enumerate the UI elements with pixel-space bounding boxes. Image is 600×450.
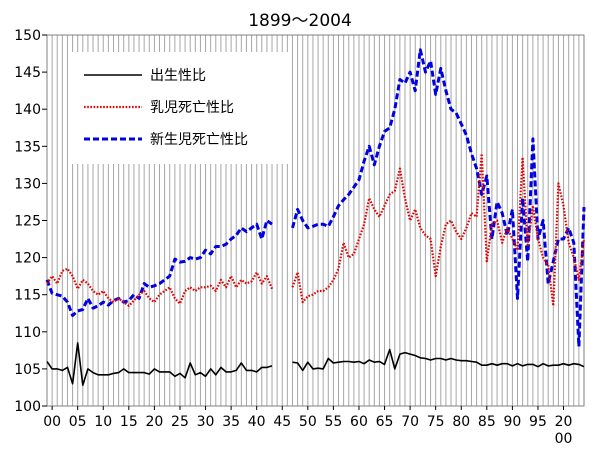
legend-box	[68, 52, 290, 164]
y-tick-label: 145	[14, 65, 41, 81]
y-tick-label: 110	[14, 325, 41, 341]
x-tick-label: 00	[43, 414, 61, 430]
series-2	[45, 48, 586, 349]
x-tick-label: 85	[478, 414, 496, 430]
x-tick-label: 60	[350, 414, 368, 430]
series-2-line-segment-0	[45, 219, 273, 317]
y-tick-label: 105	[14, 362, 41, 378]
x-tick-label: 75	[427, 414, 445, 430]
y-tick-label: 100	[14, 399, 41, 415]
x-tick-label: 20	[145, 414, 163, 430]
x-tick-label: 50	[299, 414, 317, 430]
chart-title: 1899～2004	[248, 11, 352, 31]
series-layer	[45, 48, 586, 386]
y-tick-label: 125	[14, 214, 41, 230]
series-1-line-segment-0	[46, 267, 274, 307]
x-tick-label: 40	[248, 414, 266, 430]
y-tick-label: 140	[14, 102, 41, 118]
series-0-line-segment-0	[46, 342, 273, 386]
legend-label: 乳児死亡性比	[150, 100, 234, 116]
x-axis: 00 05 10 15 20 25 30 35 40 45 50 55 60 65 70 75 80 85 90 95…	[43, 406, 572, 447]
series-0	[46, 342, 585, 386]
y-tick-label: 120	[14, 251, 41, 267]
x-tick-label: 15	[120, 414, 138, 430]
legend-label: 出生性比	[150, 68, 206, 84]
x-tick-label: 05	[69, 414, 87, 430]
x-tick-label: 70	[401, 414, 419, 430]
x-tick-label: 65	[376, 414, 394, 430]
legend-label: 新生児死亡性比	[150, 132, 248, 148]
series-0-line-segment-1	[292, 348, 585, 372]
y-tick-label: 130	[14, 176, 41, 192]
series-2-line-segment-1	[291, 48, 586, 349]
x-tick-label: 10	[94, 414, 112, 430]
x-tick-label: 20	[555, 414, 573, 430]
x-tick-label: 80	[452, 414, 470, 430]
x-tick-label: 90	[503, 414, 521, 430]
y-tick-label: 150	[14, 28, 41, 44]
x-tick-label: 55	[324, 414, 342, 430]
y-tick-label: 115	[14, 288, 41, 304]
series-1	[46, 152, 586, 307]
x-tick-label: 45	[273, 414, 291, 430]
y-tick-label: 135	[14, 139, 41, 155]
y-axis: 100 105 110 115 120 125 130 135 140 145 150	[14, 28, 47, 415]
x-tick-label-second-line: 00	[555, 431, 573, 447]
x-tick-label: 30	[197, 414, 215, 430]
x-tick-label: 35	[222, 414, 240, 430]
x-tick-label: 95	[529, 414, 547, 430]
x-tick-label: 25	[171, 414, 189, 430]
